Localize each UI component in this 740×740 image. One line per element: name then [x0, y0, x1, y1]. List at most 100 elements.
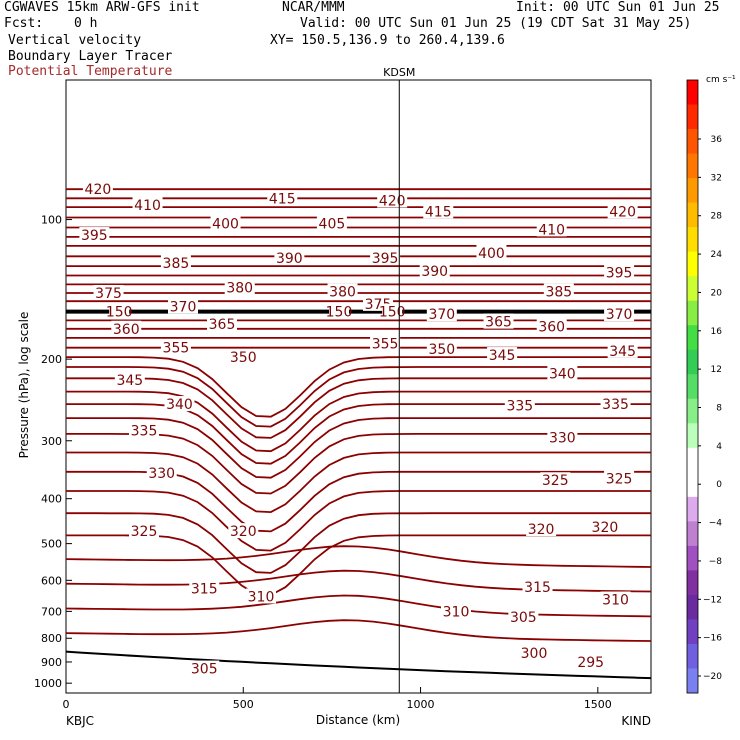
contour-label-bg — [129, 523, 159, 539]
contour-labels: 420 410 415 420 415 420 395 400 405 410 385 390 395 4… — [79, 181, 638, 678]
contour-label: 370 — [606, 307, 633, 323]
org-label: NCAR/MMM — [282, 0, 345, 15]
contour-label-bg — [146, 464, 177, 480]
contour-label: 415 — [269, 191, 296, 207]
contour-label: 325 — [131, 524, 158, 540]
colorbar-swatch — [687, 325, 698, 351]
contour-label: 375 — [95, 286, 122, 302]
colorbar-tick-label: 16 — [711, 327, 723, 337]
colorbar-tick-label: 0 — [716, 480, 722, 490]
contour-label-bg — [589, 518, 620, 534]
contour-label-bg — [540, 472, 571, 488]
contour-label: 365 — [209, 317, 236, 333]
field-potential-temperature: Potential Temperature — [8, 64, 173, 79]
contour-label-bg — [607, 203, 638, 219]
contour-label: 420 — [609, 204, 636, 220]
contour-label: 325 — [606, 472, 633, 488]
contour-label: 390 — [421, 264, 448, 280]
colorbar-swatch — [687, 594, 698, 620]
contour-label: 330 — [148, 466, 175, 482]
colorbar-swatch — [687, 178, 698, 204]
colorbar-swatch — [687, 668, 698, 694]
x-tick-label: 1500 — [584, 698, 612, 711]
contour-label: 355 — [372, 336, 399, 352]
contour-label: 315 — [191, 582, 218, 598]
x-tick-label: 1000 — [407, 698, 435, 711]
theta-contour-line — [65, 569, 652, 593]
contour-label: 345 — [116, 373, 143, 389]
contour-label-bg — [79, 227, 110, 243]
colorbar-swatch — [687, 349, 698, 375]
contour-label: 340 — [549, 367, 576, 383]
contour-label-bg — [207, 316, 237, 332]
y-tick-label: 900 — [41, 656, 62, 669]
contour-label-bg — [189, 580, 220, 596]
contour-label: 150 — [106, 305, 133, 321]
contour-label: 345 — [609, 344, 636, 360]
contour-label: 410 — [538, 222, 565, 238]
contour-label: 300 — [521, 646, 548, 662]
contour-label: 370 — [170, 299, 197, 315]
colorbar-swatch — [687, 202, 698, 228]
contour-label-bg — [536, 221, 567, 237]
contour-label-bg — [487, 347, 518, 363]
colorbar-tick-label: −12 — [703, 595, 722, 605]
contour-label-bg — [82, 181, 113, 197]
contour-label: 320 — [592, 520, 619, 536]
contour-label: 350 — [230, 350, 257, 366]
contour-label: 420 — [379, 194, 406, 210]
contour-label-bg — [547, 429, 578, 445]
colorbar-tick-label: 8 — [716, 404, 722, 414]
y-tick-label: 500 — [41, 538, 62, 551]
contour-label: 385 — [163, 256, 190, 272]
fcst-label: Fcst: — [4, 16, 44, 31]
contour-label-bg — [267, 190, 298, 206]
init-time: Init: 00 UTC Sun 01 Jun 25 — [516, 0, 720, 15]
contour-label: 365 — [485, 315, 512, 331]
x-axis-label: Distance (km) — [316, 713, 400, 727]
contour-label: 400 — [478, 246, 505, 262]
contour-label: 350 — [428, 342, 455, 358]
colorbar-tick-label: 20 — [711, 288, 723, 298]
contour-label: 305 — [510, 610, 537, 626]
contour-label-bg — [426, 340, 457, 356]
colorbar-tick-label: 28 — [711, 212, 723, 222]
contour-label-bg — [508, 609, 539, 625]
field-vertical-velocity: Vertical velocity — [8, 33, 142, 48]
contour-label-bg — [600, 591, 631, 607]
contour-label: 395 — [81, 228, 108, 244]
contour-label-bg — [547, 365, 578, 381]
colorbar-swatch — [687, 153, 698, 179]
contour-label: 385 — [545, 285, 572, 301]
colorbar-tick-label: 32 — [711, 173, 722, 183]
theta-contour-line — [66, 490, 651, 552]
contour-label-bg — [246, 588, 276, 604]
contour-label-bg — [189, 660, 220, 676]
contour-label-bg — [224, 279, 255, 295]
contour-label-bg — [600, 396, 631, 412]
contour-label: 370 — [428, 307, 455, 323]
contour-label: 335 — [131, 423, 158, 439]
contour-label-bg — [504, 397, 535, 413]
colorbar-tick-label: 36 — [711, 135, 723, 145]
contour-label: 395 — [372, 251, 399, 267]
colorbar-tick-label: 12 — [711, 365, 722, 375]
contour-label: 380 — [226, 280, 253, 296]
contour-label: 360 — [113, 322, 140, 338]
colorbar: 36 32 28 24 20 16 12 8 4 0 −4 −8 −12 −16 −20 — [686, 79, 723, 694]
contour-label: 410 — [134, 198, 161, 214]
contour-label-bg — [423, 203, 454, 219]
contour-label-bg — [210, 215, 241, 231]
x-tick-label: 0 — [63, 698, 70, 711]
contour-label: 345 — [489, 348, 516, 364]
contour-label-bg — [228, 523, 259, 539]
contour-label-bg — [274, 249, 305, 265]
y-tick-label: 600 — [41, 574, 62, 587]
fcst-value: 0 h — [74, 16, 98, 31]
colorbar-units: cm s⁻¹ — [706, 75, 736, 85]
colorbar-swatch — [687, 545, 698, 571]
contour-label: 405 — [319, 217, 346, 233]
theta-contour-line — [66, 356, 651, 418]
colorbar-swatch — [687, 80, 698, 106]
